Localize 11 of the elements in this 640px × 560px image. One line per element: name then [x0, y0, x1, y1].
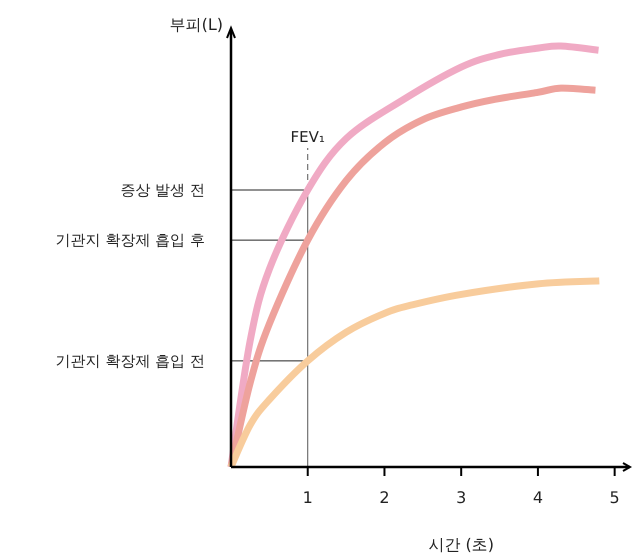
- x-tick-label: 3: [456, 488, 466, 507]
- x-tick-label: 2: [379, 488, 390, 507]
- x-axis-title: 시간 (초): [428, 535, 494, 554]
- x-tick-label: 5: [610, 488, 620, 507]
- x-tick-label: 1: [302, 488, 313, 507]
- ref-line-label: 증상 발생 전: [120, 180, 205, 199]
- x-tick-label: 4: [532, 488, 544, 507]
- ref-line-label: FEV₁: [290, 128, 325, 146]
- ref-line-label: 기관지 확장제 흡입 후: [56, 231, 205, 250]
- y-axis-title: 부피(L): [170, 15, 223, 34]
- ref-line-label: 기관지 확장제 흡입 전: [56, 352, 205, 370]
